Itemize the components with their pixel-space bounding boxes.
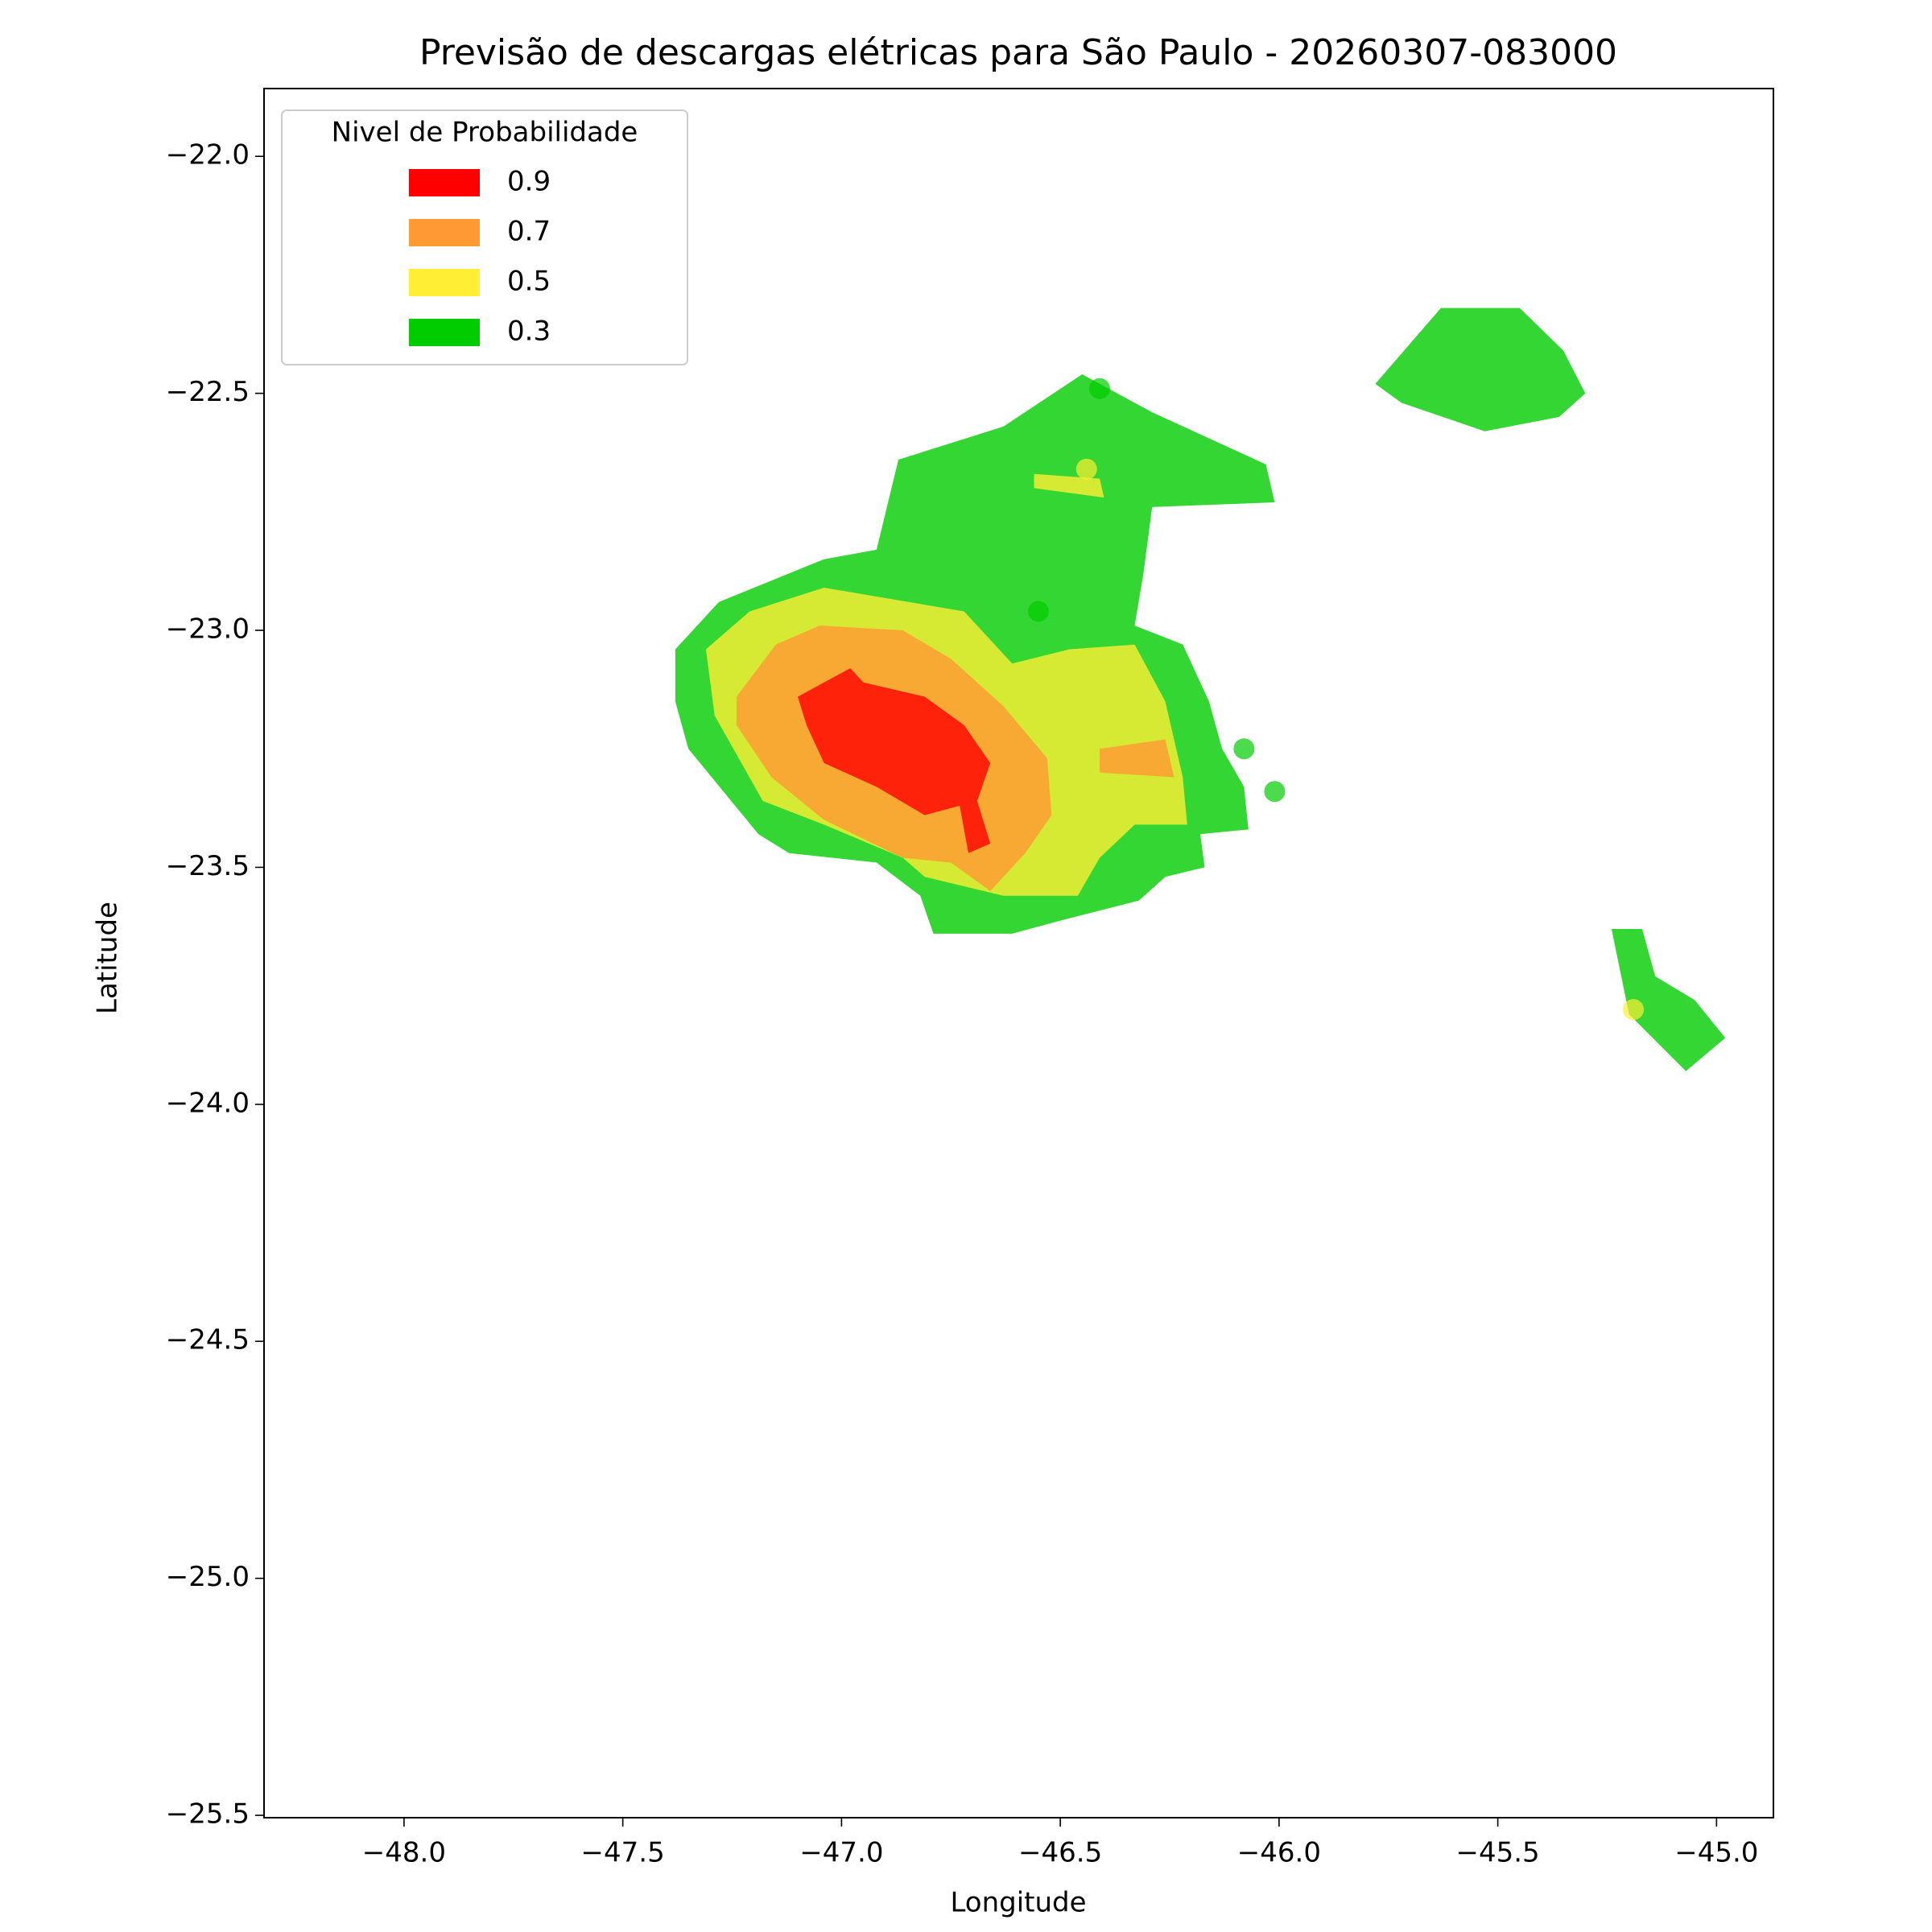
contour-region (1611, 928, 1726, 1071)
probability-point (1027, 601, 1049, 622)
y-tick-label: −25.0 (166, 1561, 250, 1593)
contour-region (1100, 739, 1174, 778)
legend-swatch (409, 169, 480, 196)
legend-label: 0.5 (507, 266, 551, 298)
probability-point (1075, 458, 1097, 480)
contour-region (1375, 308, 1586, 431)
legend: Nivel de Probabilidade 0.9 0.7 0.5 0.3 (281, 109, 688, 365)
probability-point (1089, 378, 1111, 399)
x-tick-label: −46.5 (1018, 1837, 1102, 1869)
y-tick-label: −24.0 (166, 1087, 250, 1119)
legend-box (281, 109, 688, 365)
probability-point (1623, 999, 1645, 1021)
x-tick-label: −47.5 (581, 1837, 665, 1869)
x-tick-label: −48.0 (362, 1837, 446, 1869)
y-tick-label: −23.0 (166, 613, 250, 646)
x-axis-label: Longitude (950, 1887, 1086, 1919)
legend-swatch (409, 319, 480, 346)
x-tick-label: −47.0 (799, 1837, 883, 1869)
y-tick-label: −23.5 (166, 850, 250, 882)
legend-title: Nivel de Probabilidade (332, 117, 638, 149)
y-tick-label: −25.5 (166, 1798, 250, 1831)
x-tick-label: −46.0 (1237, 1837, 1321, 1869)
contour-region (1034, 473, 1104, 498)
x-tick-label: −45.5 (1456, 1837, 1540, 1869)
plot-area (675, 308, 1726, 1071)
y-tick-label: −22.5 (166, 376, 250, 408)
probability-point (1264, 781, 1286, 803)
y-axis-label: Latitude (92, 902, 124, 1014)
contour-region (798, 668, 991, 853)
probability-point (1233, 738, 1255, 760)
x-tick-label: −45.0 (1674, 1837, 1758, 1869)
legend-label: 0.9 (507, 166, 551, 198)
chart-title: Previsão de descargas elétricas para São… (419, 32, 1617, 73)
legend-label: 0.3 (507, 316, 551, 348)
axes-frame (263, 88, 1774, 1818)
legend-swatch (409, 269, 480, 296)
legend-label: 0.7 (507, 216, 551, 248)
y-tick-label: −22.0 (166, 139, 250, 171)
legend-swatch (409, 219, 480, 246)
y-tick-label: −24.5 (166, 1324, 250, 1356)
